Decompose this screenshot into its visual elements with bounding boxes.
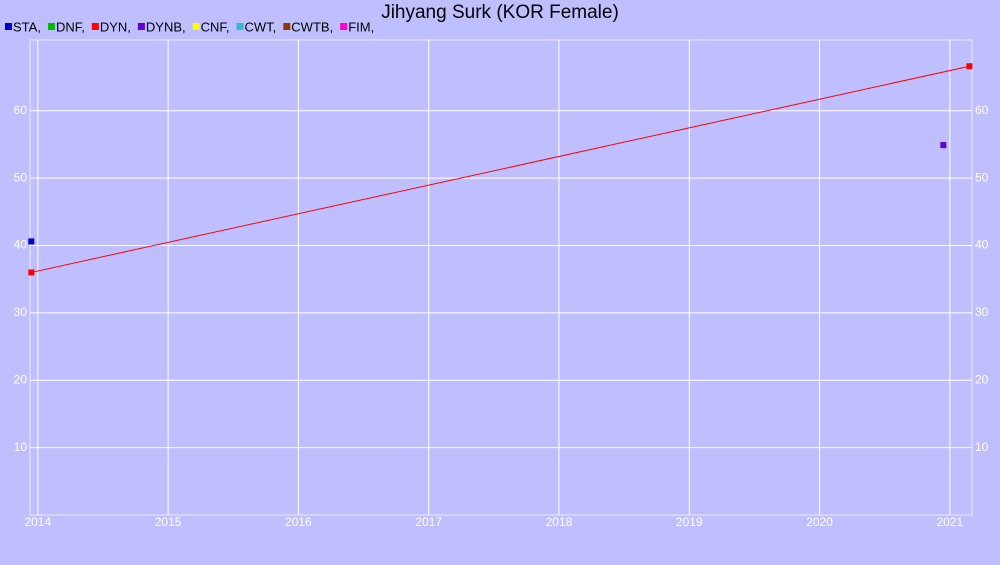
- legend-label: FIM,: [348, 19, 374, 34]
- data-point: [28, 238, 35, 245]
- legend-swatch: [137, 23, 145, 30]
- legend-swatch: [192, 23, 200, 30]
- chart-title: Jihyang Surk (KOR Female): [381, 2, 619, 23]
- y-tick-label: 30: [14, 305, 28, 319]
- y2-tick-label: 50: [975, 170, 989, 184]
- data-point: [966, 63, 973, 70]
- series-line: [31, 65, 970, 273]
- data-point: [940, 142, 947, 149]
- legend-swatch: [5, 23, 12, 30]
- legend-label: DYNB,: [146, 19, 186, 34]
- y2-tick-label: 30: [975, 305, 989, 319]
- y-tick-label: 20: [14, 372, 28, 386]
- legend-label: DYN,: [100, 19, 131, 34]
- y-tick-label: 10: [14, 440, 28, 454]
- y-tick-label: 50: [14, 170, 28, 184]
- x-tick-label: 2017: [415, 515, 442, 529]
- x-tick-label: 2014: [24, 515, 51, 529]
- legend-label: DNF,: [56, 19, 85, 34]
- x-tick-label: 2016: [285, 515, 312, 529]
- plot-area: [29, 39, 973, 516]
- x-tick-label: 2018: [546, 515, 573, 529]
- legend-swatch: [236, 23, 244, 30]
- y-tick-label: 60: [14, 103, 28, 117]
- legend-label: CWTB,: [291, 19, 333, 34]
- y2-tick-label: 60: [975, 103, 989, 117]
- x-tick-label: 2015: [155, 515, 182, 529]
- data-point: [28, 269, 35, 276]
- y2-tick-label: 20: [975, 372, 989, 386]
- legend-label: STA,: [13, 19, 41, 34]
- y-tick-label: 40: [14, 238, 28, 252]
- legend-label: CWT,: [245, 19, 277, 34]
- y2-tick-label: 40: [975, 238, 989, 252]
- legend-swatch: [91, 23, 99, 30]
- legend-swatch: [47, 23, 55, 30]
- legend-label: CNF,: [201, 19, 230, 34]
- legend-swatch: [340, 23, 348, 30]
- x-tick-label: 2019: [676, 515, 703, 529]
- x-tick-label: 2021: [936, 515, 963, 529]
- legend-swatch: [283, 23, 291, 30]
- x-tick-label: 2020: [806, 515, 833, 529]
- y2-tick-label: 10: [975, 440, 989, 454]
